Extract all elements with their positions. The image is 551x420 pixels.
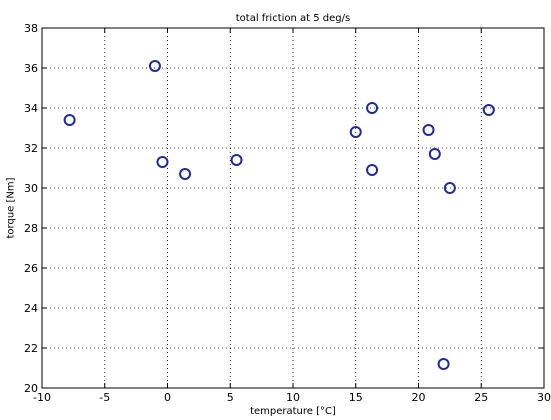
data-point bbox=[428, 148, 441, 160]
y-tick-label: 26 bbox=[24, 262, 38, 275]
data-point bbox=[349, 126, 362, 138]
y-axis-label: torque [Nm] bbox=[6, 177, 17, 238]
data-point bbox=[437, 358, 450, 370]
y-tick-label: 20 bbox=[24, 382, 38, 395]
x-tick-label: 5 bbox=[227, 391, 234, 404]
x-tick-label: -10 bbox=[33, 391, 51, 404]
data-points bbox=[63, 60, 495, 370]
x-tick-label: 25 bbox=[474, 391, 488, 404]
y-tick-label: 32 bbox=[24, 142, 38, 155]
x-axis-label: temperature [°C] bbox=[250, 406, 336, 417]
data-point bbox=[366, 102, 379, 114]
y-tick-label: 34 bbox=[24, 102, 38, 115]
tick-labels: -10 -5 0 5 10 15 20 25 30 20 22 24 26 28 30 32 34 36 38 bbox=[24, 22, 551, 404]
y-tick-label: 24 bbox=[24, 302, 38, 315]
x-tick-label: 0 bbox=[164, 391, 171, 404]
y-tick-label: 22 bbox=[24, 342, 38, 355]
data-point bbox=[422, 124, 435, 136]
data-point bbox=[148, 60, 161, 72]
y-tick-label: 38 bbox=[24, 22, 38, 35]
y-tick-label: 28 bbox=[24, 222, 38, 235]
x-tick-label: 20 bbox=[412, 391, 426, 404]
data-point bbox=[366, 164, 379, 176]
data-point bbox=[63, 114, 76, 126]
data-point bbox=[482, 104, 495, 116]
x-tick-label: -5 bbox=[99, 391, 110, 404]
x-tick-label: 30 bbox=[537, 391, 551, 404]
data-point bbox=[156, 156, 169, 168]
y-tick-label: 30 bbox=[24, 182, 38, 195]
x-tick-label: 15 bbox=[349, 391, 363, 404]
axis-ticks bbox=[41, 27, 545, 389]
data-point bbox=[443, 182, 456, 194]
chart-title: total friction at 5 deg/s bbox=[236, 13, 350, 24]
y-tick-label: 36 bbox=[24, 62, 38, 75]
x-tick-label: 10 bbox=[286, 391, 300, 404]
data-point bbox=[179, 168, 192, 180]
data-point bbox=[230, 154, 243, 166]
grid bbox=[42, 28, 544, 388]
